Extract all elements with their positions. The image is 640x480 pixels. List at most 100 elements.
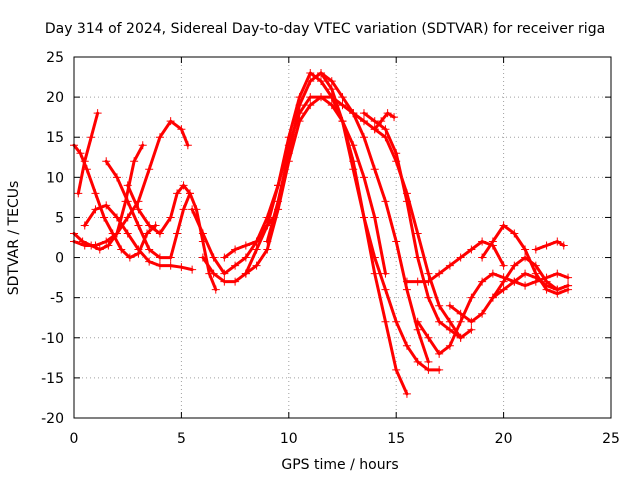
data-point: [166, 213, 175, 222]
data-point: [456, 253, 465, 262]
data-point: [435, 269, 444, 278]
data-point: [145, 245, 154, 254]
series-arc22: [534, 240, 566, 251]
data-point: [445, 301, 454, 310]
data-point: [510, 229, 519, 238]
data-point: [424, 357, 433, 366]
data-point: [220, 253, 229, 262]
data-point: [413, 253, 422, 262]
data-point: [390, 113, 399, 122]
data-point: [112, 229, 121, 238]
data-point: [80, 241, 89, 250]
data-point: [435, 301, 444, 310]
data-point: [183, 141, 192, 150]
data-point: [381, 269, 390, 278]
markers-arc16: [370, 109, 399, 134]
data-point: [317, 77, 326, 86]
x-axis-label: GPS time / hours: [281, 457, 398, 473]
series-arc21: [491, 272, 570, 300]
data-point: [381, 317, 390, 326]
data-point: [134, 221, 143, 230]
data-point: [179, 205, 188, 214]
data-point: [102, 157, 111, 166]
data-point: [499, 221, 508, 230]
data-point: [166, 261, 175, 270]
data-point: [478, 277, 487, 286]
data-point: [359, 133, 368, 142]
markers-arc4: [74, 109, 102, 198]
data-point: [499, 285, 508, 294]
axis-ticks: 0 5 10 15 20 25 -20 -15 -10 -5 0 5 10 15 20 25: [41, 50, 620, 447]
data-point: [359, 213, 368, 222]
data-point: [359, 173, 368, 182]
series-arc10: [222, 95, 387, 276]
data-point: [306, 69, 315, 78]
data-point: [252, 245, 261, 254]
data-point: [306, 77, 315, 86]
data-point: [424, 333, 433, 342]
data-point: [76, 149, 85, 158]
data-point: [402, 341, 411, 350]
data-point: [349, 165, 358, 174]
data-point: [211, 285, 220, 294]
data-point: [564, 273, 573, 282]
data-point: [531, 273, 540, 282]
data-point: [177, 263, 186, 272]
y-tick-label: 25: [46, 50, 64, 66]
data-point: [413, 357, 422, 366]
data-point: [241, 253, 250, 262]
data-point: [102, 237, 111, 246]
data-point: [370, 269, 379, 278]
data-point: [413, 229, 422, 238]
data-point: [488, 269, 497, 278]
data-point: [155, 253, 164, 262]
x-tick-label: 20: [495, 431, 513, 447]
markers-arc17: [402, 237, 508, 286]
data-point: [241, 241, 250, 250]
markers-arc7: [123, 181, 194, 238]
data-point: [521, 269, 530, 278]
data-point: [173, 229, 182, 238]
data-point: [553, 237, 562, 246]
data-point: [467, 325, 476, 334]
data-point: [478, 237, 487, 246]
series-arc14: [341, 103, 463, 340]
series-arc4: [76, 111, 100, 195]
data-point: [145, 221, 154, 230]
data-point: [478, 253, 487, 262]
data-point: [424, 277, 433, 286]
data-point: [499, 261, 508, 270]
data-point: [424, 365, 433, 374]
markers-arc18: [413, 269, 573, 358]
y-tick-label: -20: [41, 411, 64, 427]
data-point: [317, 69, 326, 78]
data-point: [510, 277, 519, 286]
y-tick-label: -5: [50, 291, 64, 307]
data-point: [145, 257, 154, 266]
data-point: [392, 365, 401, 374]
data-point: [488, 293, 497, 302]
markers-arc15: [359, 109, 476, 342]
data-point: [138, 141, 147, 150]
data-point: [274, 197, 283, 206]
data-point: [327, 77, 336, 86]
data-point: [499, 277, 508, 286]
data-point: [402, 389, 411, 398]
data-point: [306, 93, 315, 102]
data-point: [413, 277, 422, 286]
data-point: [338, 101, 347, 110]
data-point: [263, 213, 272, 222]
data-point: [284, 149, 293, 158]
data-point: [402, 197, 411, 206]
data-point: [338, 93, 347, 102]
data-point: [306, 101, 315, 110]
data-point: [559, 241, 568, 250]
y-tick-label: 20: [46, 90, 64, 106]
data-point: [166, 253, 175, 262]
series-arc17: [405, 240, 506, 284]
data-point: [177, 125, 186, 134]
data-point: [435, 349, 444, 358]
markers-arc12: [263, 69, 444, 374]
data-point: [220, 277, 229, 286]
